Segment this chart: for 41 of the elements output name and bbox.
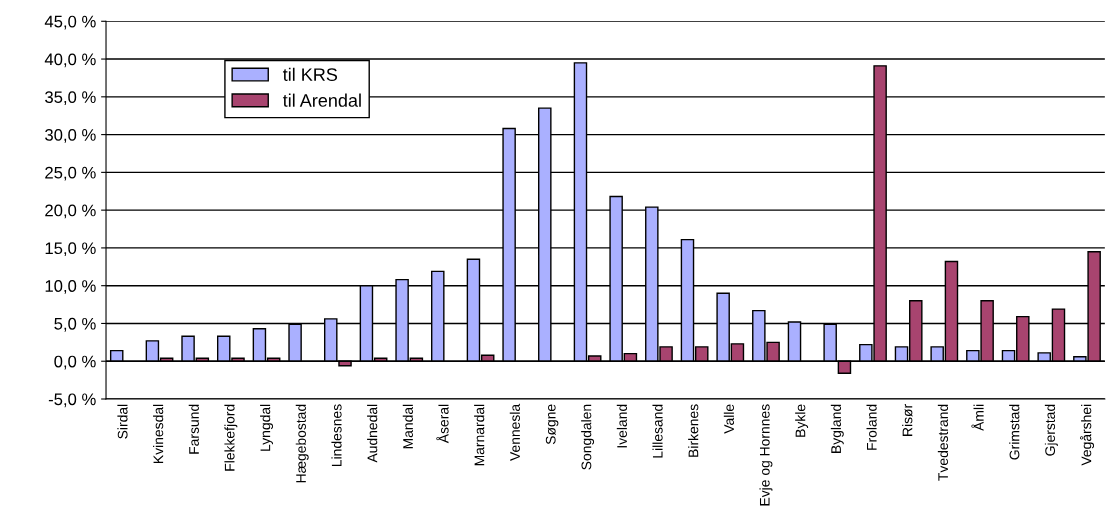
x-tick-label: Grimstad — [1009, 404, 1020, 460]
x-tick-label: Lillesand — [652, 404, 663, 458]
x-tick-label: Valle — [723, 404, 735, 434]
y-tick-label: 35,0 % — [45, 91, 96, 105]
y-tick-label: 10,0 % — [45, 280, 96, 294]
x-tick-label: Åseral — [436, 404, 449, 444]
x-tick-label: Birkenes — [688, 404, 699, 457]
x-tick-label: Flekkefjord — [224, 404, 238, 471]
x-tick-label: Tvedestrand — [937, 404, 949, 481]
x-tick-label: Bygland — [830, 404, 844, 453]
x-tick-label: Gjerstad — [1044, 404, 1058, 456]
x-tick-label: Iveland — [616, 404, 627, 448]
y-tick-label: 40,0 % — [44, 53, 96, 68]
y-tick-label: 30,0 % — [45, 129, 96, 143]
x-tick-label: Mandal — [402, 404, 413, 449]
x-tick-label: Vegårshei — [1079, 404, 1095, 466]
y-tick-label: 25,0 % — [45, 166, 96, 181]
x-tick-label: Songdalen — [581, 404, 595, 470]
x-tick-label: Sirdal — [117, 404, 128, 439]
y-tick-label: -5,0 % — [48, 393, 96, 408]
x-tick-label: Åmli — [971, 404, 984, 431]
y-tick-label: 45,0 % — [44, 15, 96, 30]
legend-label: til Arendal — [282, 93, 361, 107]
x-tick-label: Søgne — [545, 404, 559, 445]
x-tick-label: Farsund — [188, 404, 199, 454]
y-tick-label: 5,0 % — [54, 317, 96, 332]
y-tick-label: 20,0 % — [45, 204, 96, 219]
x-tick-label: Lindesnes — [331, 404, 342, 467]
x-tick-label: Vennesla — [509, 403, 520, 461]
y-tick-label: 0,0 % — [54, 355, 96, 370]
x-tick-label: Bykle — [795, 404, 809, 437]
x-tick-label: Hægebostad — [295, 404, 309, 483]
x-tick-label: Risør — [902, 404, 913, 436]
legend-label: til KRS — [282, 67, 338, 82]
x-tick-label: Lyngdal — [260, 404, 274, 451]
x-tick-label: Audnedal — [367, 404, 378, 463]
y-tick-label: 15,0 % — [45, 242, 96, 257]
x-tick-label: Marnardal — [474, 404, 485, 466]
x-tick-label: Froland — [866, 404, 877, 450]
x-tick-label: Evje og Hornnes — [759, 404, 773, 506]
x-tick-label: Kvinesdal — [153, 404, 164, 463]
